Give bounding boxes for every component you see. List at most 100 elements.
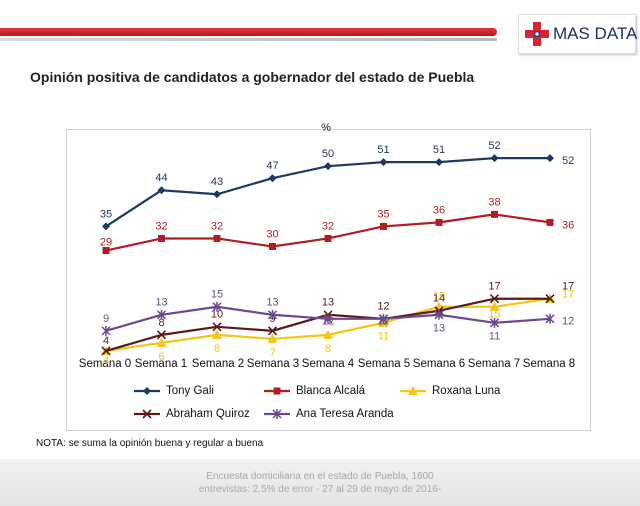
data-label: 12 — [562, 316, 574, 328]
data-label: 47 — [266, 160, 278, 172]
data-point — [435, 158, 443, 167]
data-point — [323, 313, 333, 324]
data-label: 13 — [322, 297, 334, 309]
data-point — [378, 313, 389, 324]
data-label: 15 — [488, 309, 500, 321]
legend-item-tony-gali: Tony Gali — [134, 385, 214, 397]
footnote: NOTA: se suma la opinión buena y regular… — [36, 438, 264, 449]
data-point — [101, 346, 111, 356]
legend-item-roxana-luna: Roxana Luna — [400, 385, 501, 397]
data-point — [324, 162, 332, 171]
data-point — [435, 218, 443, 226]
data-label: 32 — [211, 220, 223, 232]
data-point — [545, 294, 555, 304]
data-point — [546, 154, 554, 163]
data-label: 52 — [562, 155, 574, 167]
legend-marker — [143, 387, 151, 395]
data-label: 35 — [100, 208, 112, 220]
data-label: 8 — [214, 343, 220, 355]
data-label: 12 — [377, 301, 389, 313]
data-label: 4 — [103, 355, 109, 367]
x-tick-label: Semana 5 — [358, 358, 410, 370]
x-tick-label: Semana 1 — [135, 358, 187, 370]
data-point — [101, 325, 111, 336]
legend-label: Abraham Quiroz — [166, 408, 250, 420]
data-point — [213, 234, 221, 242]
medical-cross-icon — [525, 22, 549, 46]
data-point — [102, 247, 110, 255]
data-label: 38 — [488, 196, 500, 208]
data-point — [489, 301, 500, 311]
data-point — [158, 234, 165, 242]
data-label: 9 — [103, 313, 109, 325]
data-label: 14 — [433, 293, 445, 305]
series-roxana-luna: 4 6 8 7 8 11 15 15 17 — [101, 289, 574, 367]
legend-marker — [408, 386, 418, 395]
data-point — [212, 301, 222, 312]
data-label: 13 — [266, 297, 278, 309]
data-label: 35 — [377, 208, 389, 220]
footer-source-line-1: Encuesta domiciliaria en el estado de Pu… — [206, 471, 434, 482]
data-label: 17 — [562, 289, 574, 301]
data-point — [491, 210, 498, 218]
legend-marker — [142, 409, 152, 419]
data-label: 12 — [322, 316, 334, 328]
x-tick-label: Semana 7 — [468, 358, 520, 370]
legend-item-blanca-alcala: Blanca Alcalá — [264, 385, 366, 397]
data-point — [102, 222, 110, 231]
data-point — [212, 322, 222, 332]
x-tick-label: Semana 0 — [79, 358, 131, 370]
x-tick-label: Semana 6 — [413, 358, 465, 370]
data-label: 8 — [325, 343, 331, 355]
data-label: 11 — [489, 331, 500, 343]
data-label: 51 — [433, 144, 445, 156]
data-label: 15 — [433, 291, 445, 303]
brand-name: MAS DATA — [553, 24, 638, 43]
data-point — [324, 234, 332, 242]
data-label: 36 — [562, 219, 574, 231]
footer-band — [0, 459, 640, 506]
data-point — [434, 309, 444, 320]
x-tick-label: Semana 3 — [247, 358, 299, 370]
data-point — [490, 154, 499, 163]
header-gray-bar — [0, 38, 497, 41]
legend-item-abraham-quiroz: Abraham Quiroz — [134, 408, 250, 420]
data-point — [379, 158, 388, 167]
data-point — [489, 317, 500, 328]
data-point — [267, 309, 278, 320]
data-point — [269, 243, 276, 250]
data-point — [212, 329, 222, 339]
chart-unit-label: % — [321, 122, 331, 134]
data-point — [489, 294, 500, 304]
x-tick-label: Semana 4 — [302, 358, 355, 370]
data-label: 44 — [155, 172, 167, 184]
chart-frame — [66, 129, 591, 431]
page-title: Opinión positiva de candidatos a goberna… — [30, 69, 475, 85]
data-point — [545, 313, 555, 324]
data-label: 32 — [155, 220, 167, 232]
data-point — [380, 222, 387, 230]
data-label: 10 — [211, 309, 223, 321]
data-point — [156, 330, 167, 340]
data-label: 36 — [433, 204, 445, 216]
data-label: 13 — [433, 323, 445, 335]
footer-source-line-2: entrevistas: 2.5% de error - 27 al 29 de… — [198, 484, 442, 495]
series-blanca-alcala: 29 32 32 30 32 35 36 38 36 — [100, 196, 574, 255]
legend-label: Blanca Alcalá — [296, 385, 366, 397]
data-point — [267, 326, 278, 336]
data-label: 4 — [103, 335, 109, 347]
data-label: 17 — [562, 281, 574, 293]
legend-marker — [273, 387, 281, 395]
data-label: 6 — [158, 351, 164, 363]
data-label: 13 — [155, 297, 167, 309]
data-label: 11 — [378, 331, 389, 343]
data-label: 43 — [211, 176, 223, 188]
data-point — [156, 337, 167, 347]
data-point — [546, 218, 554, 226]
legend-label: Ana Teresa Aranda — [296, 408, 394, 420]
data-label: 8 — [158, 317, 164, 329]
series-ana-teresa-aranda: 9 13 15 13 12 12 13 11 12 — [101, 289, 574, 343]
data-label: 12 — [377, 316, 389, 328]
data-label: 30 — [266, 228, 278, 240]
